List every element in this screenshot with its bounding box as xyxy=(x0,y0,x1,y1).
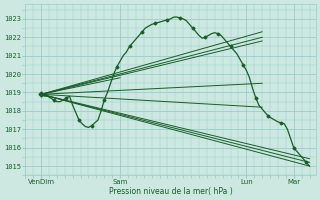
X-axis label: Pression niveau de la mer( hPa ): Pression niveau de la mer( hPa ) xyxy=(109,187,232,196)
